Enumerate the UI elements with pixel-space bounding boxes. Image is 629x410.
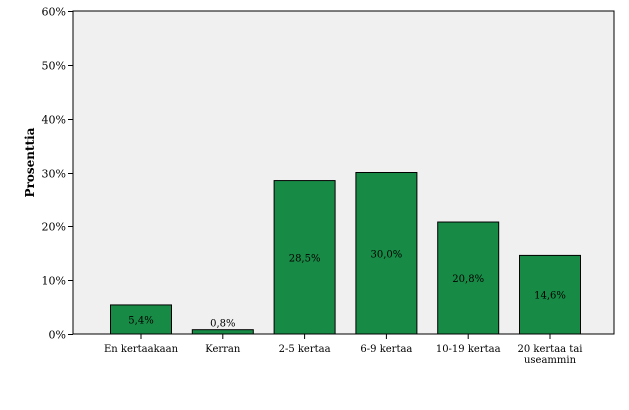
y-axis: 0% 10% 20% 30% 40% 50% 60% — [42, 6, 73, 342]
data-labels: 5,4% 0,8% 28,5% 30,0% 20,8% 14,6% — [128, 249, 566, 329]
x-axis: En kertaakaan Kerran 2-5 kertaa 6-9 kertaa 1… — [104, 334, 583, 366]
data-label: 5,4% — [128, 315, 153, 326]
y-tick-label: 50% — [42, 60, 66, 73]
x-tick-label: 10-19 kertaa — [436, 344, 501, 355]
data-label: 30,0% — [371, 249, 403, 260]
data-label: 20,8% — [452, 274, 484, 285]
bar — [355, 172, 418, 335]
y-tick-label: 40% — [42, 114, 66, 127]
x-tick-label: En kertaakaan — [104, 344, 179, 355]
y-axis-title: Prosenttia — [23, 127, 37, 197]
x-tick-label: 2-5 kertaa — [279, 344, 331, 355]
y-tick-label: 20% — [42, 221, 66, 234]
bar — [273, 180, 336, 335]
bar — [191, 329, 254, 335]
x-tick-label: Kerran — [205, 344, 241, 355]
x-tick-label: 20 kertaa tai useammin — [518, 344, 583, 366]
y-tick-label: 0% — [49, 329, 66, 342]
bars — [110, 172, 581, 335]
y-tick-label: 10% — [42, 275, 66, 288]
data-label: 0,8% — [210, 319, 235, 330]
y-tick-label: 30% — [42, 168, 66, 181]
x-tick-label: 6-9 kertaa — [360, 344, 412, 355]
y-tick-label: 60% — [42, 6, 66, 19]
data-label: 28,5% — [289, 253, 321, 264]
bar — [519, 254, 581, 335]
data-label: 14,6% — [534, 291, 566, 302]
bar — [110, 304, 172, 335]
